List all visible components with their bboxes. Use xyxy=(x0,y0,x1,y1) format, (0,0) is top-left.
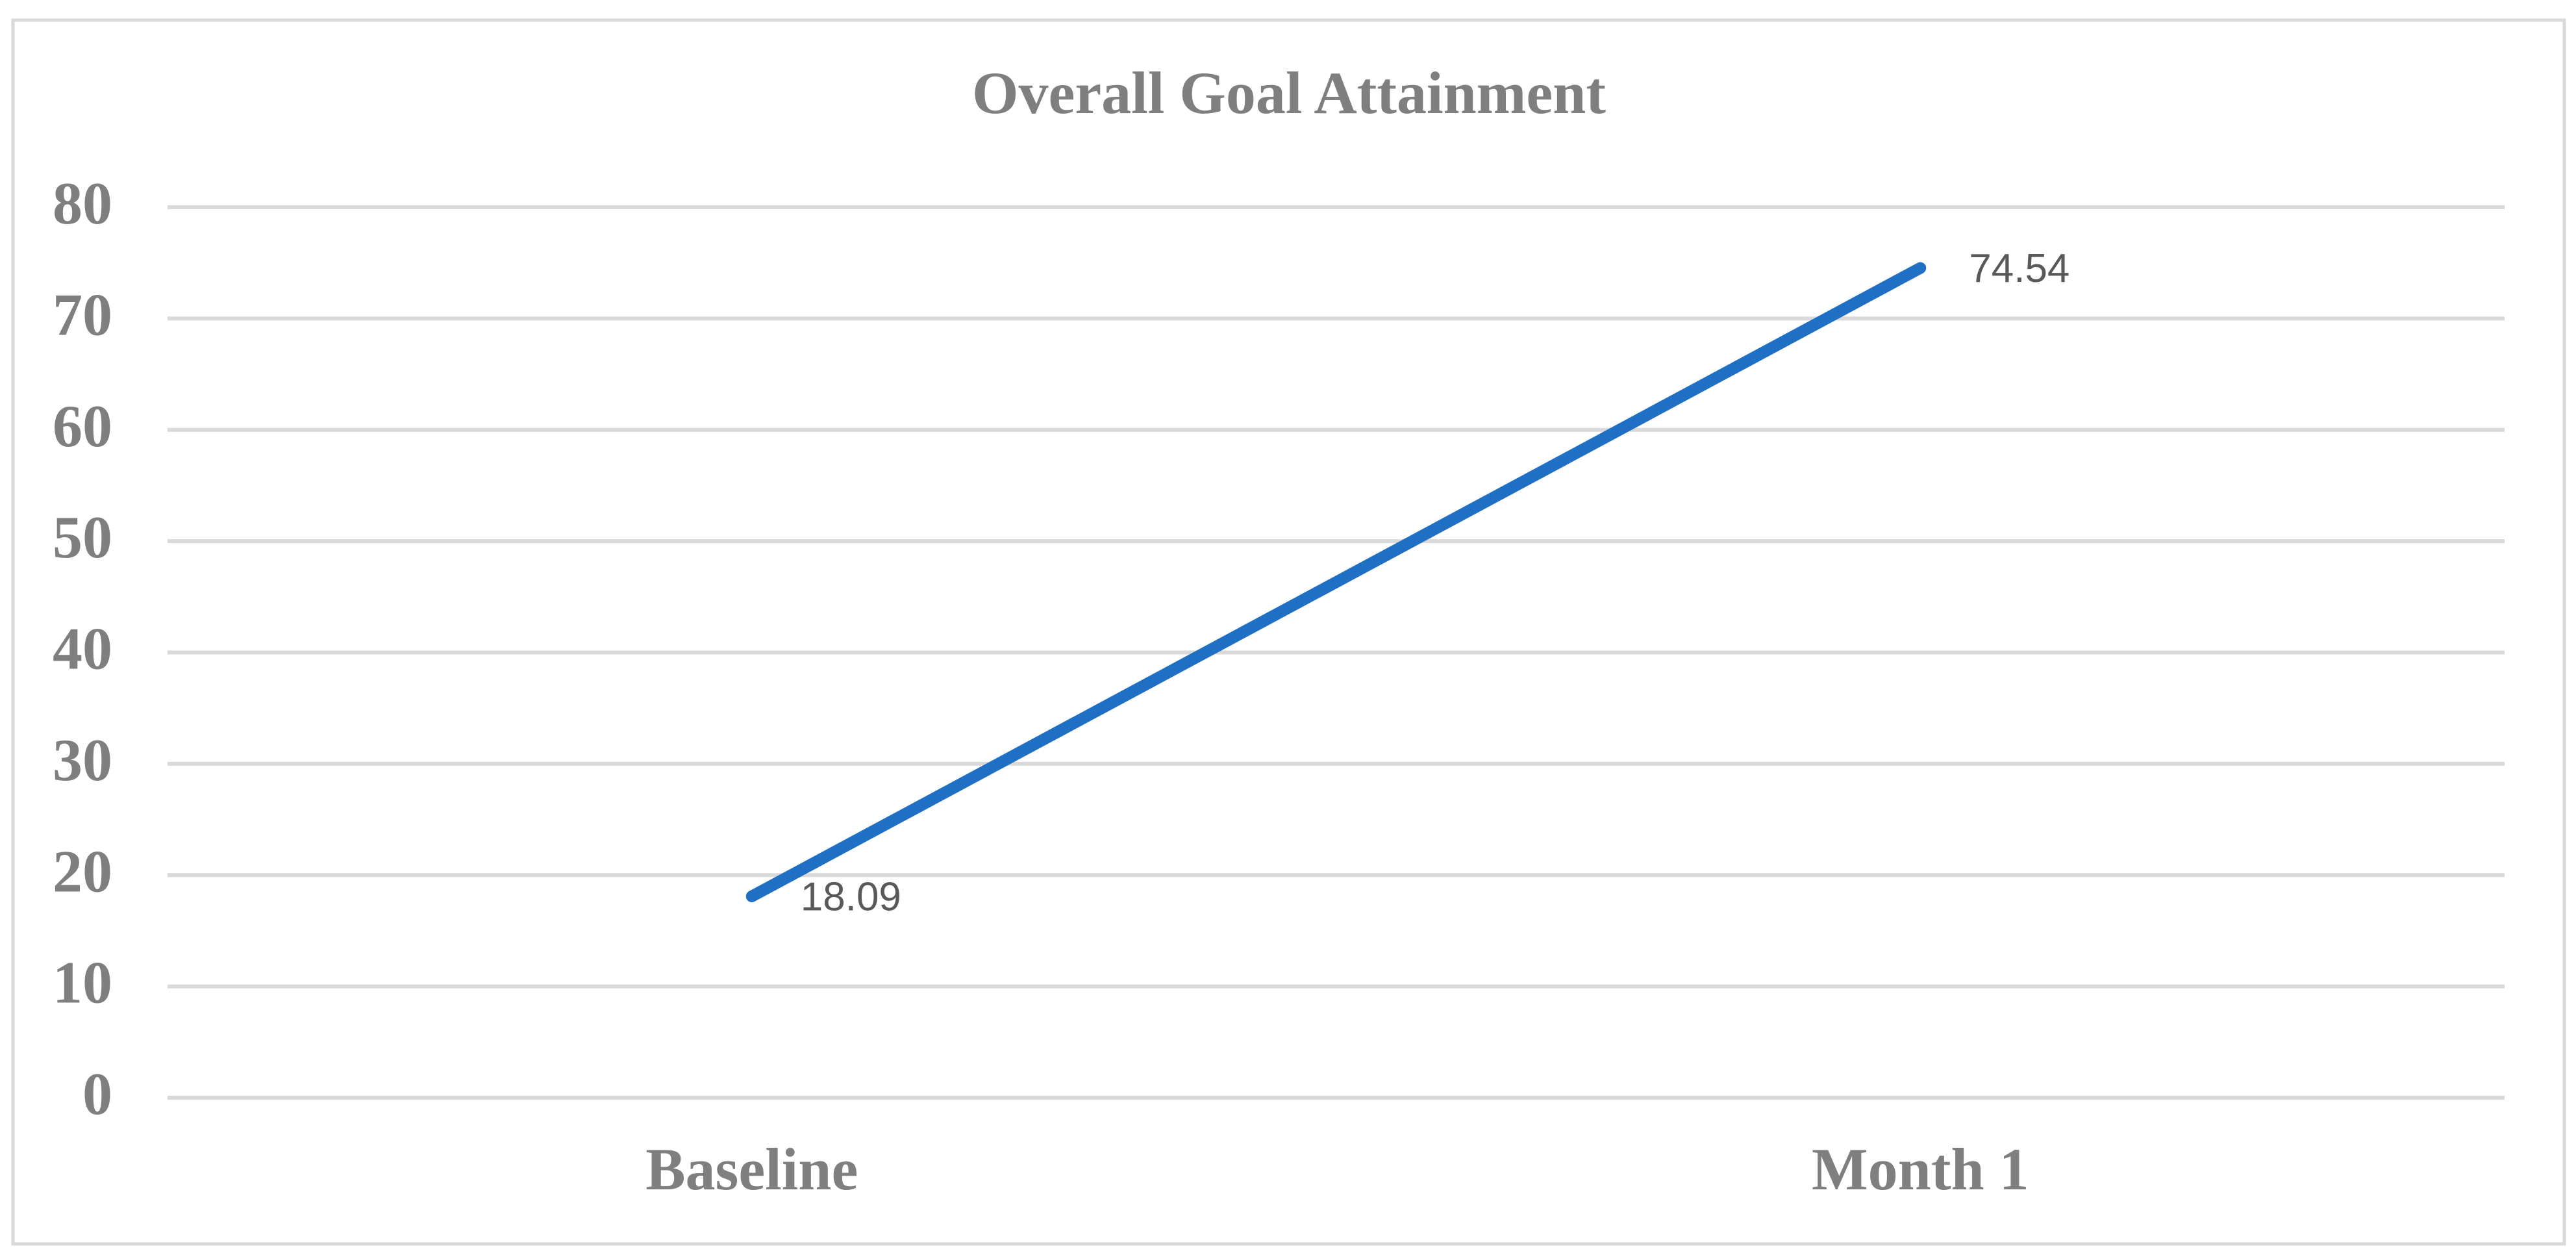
y-tick-label: 80 xyxy=(53,170,112,236)
x-tick-label: Baseline xyxy=(645,1136,858,1202)
y-tick-label: 10 xyxy=(53,950,112,1016)
y-tick-label: 70 xyxy=(53,281,112,348)
line xyxy=(745,262,1927,902)
chart-border xyxy=(11,18,2566,1246)
y-tick-label: 40 xyxy=(53,616,112,682)
y-tick-label: 30 xyxy=(53,727,112,793)
data-label: 74.54 xyxy=(1969,246,2070,291)
y-tick-label: 50 xyxy=(53,504,112,570)
x-tick-label: Month 1 xyxy=(1812,1136,2029,1202)
y-tick-label: 20 xyxy=(53,838,112,904)
y-tick-label: 0 xyxy=(82,1061,112,1127)
data-label: 18.09 xyxy=(801,874,901,919)
chart-title: Overall Goal Attainment xyxy=(972,60,1606,126)
y-tick-label: 60 xyxy=(53,393,112,459)
